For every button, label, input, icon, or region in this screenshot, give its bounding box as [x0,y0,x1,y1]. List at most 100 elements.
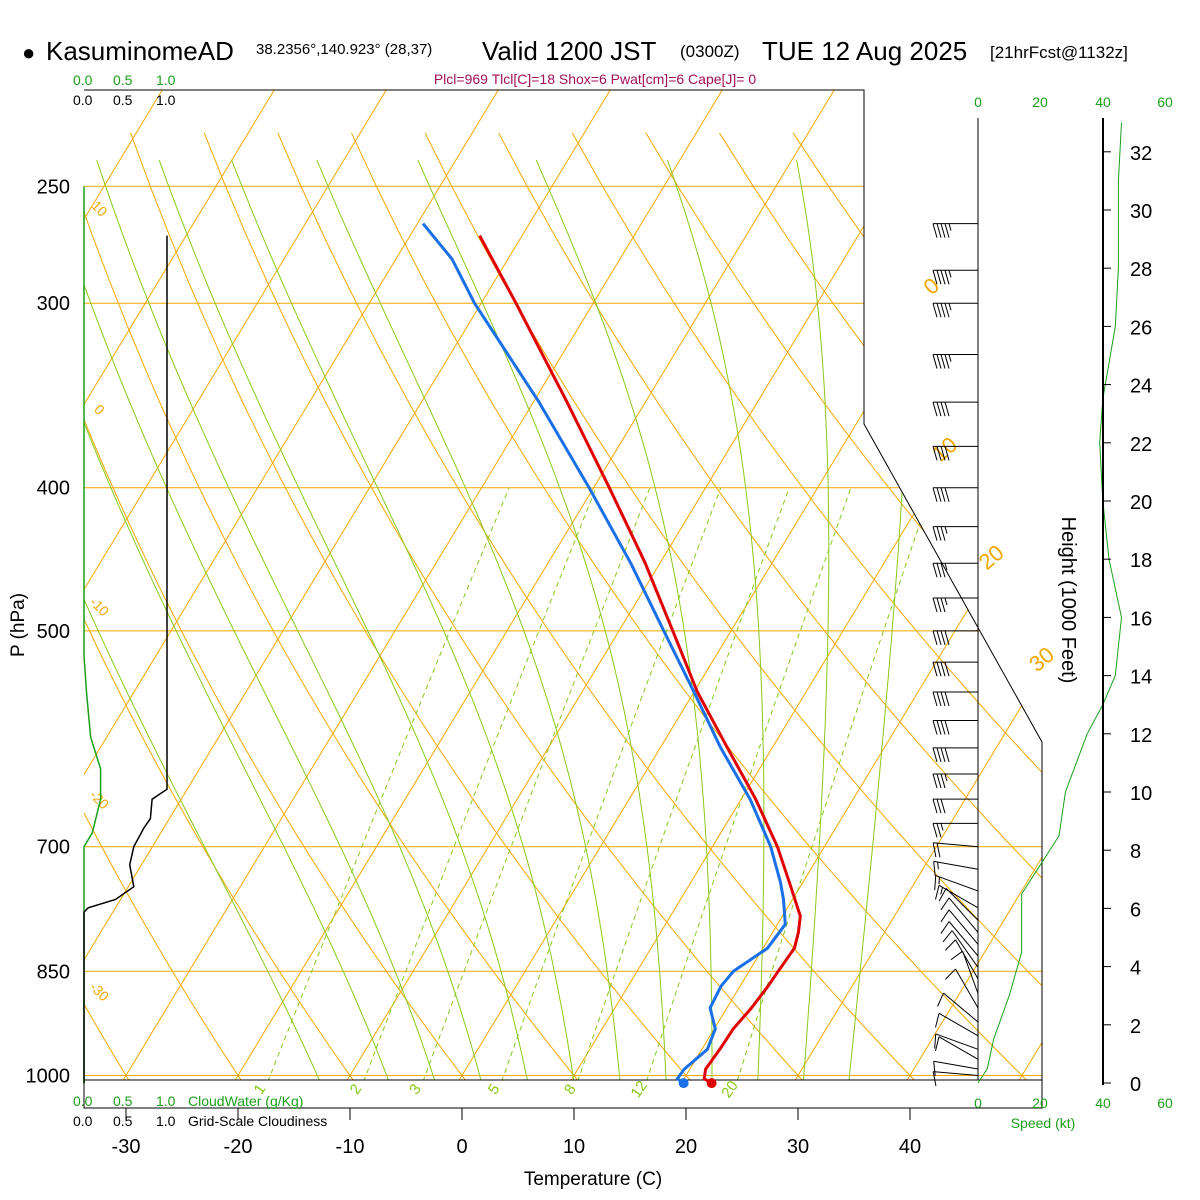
wind-barb-staff [938,884,979,909]
height-tick-label: 26 [1130,317,1152,339]
wind-barb-flag [934,875,937,891]
pressure-tick-label: 300 [37,293,70,315]
wind-barb-flag [932,303,938,318]
dry-adiabat [645,132,1042,1080]
speed-top-tick-0: 0 [974,94,982,110]
height-tick-label: 0 [1130,1074,1141,1096]
wind-barb-half [940,887,943,895]
dry-adiabat [84,132,146,1080]
cw-top-tick-2: 1.0 [156,72,176,88]
wind-barb-flag [944,487,950,502]
wind-barb-flag [940,487,946,502]
wind-barb-flag [932,773,938,789]
wind-barb-staff [948,909,979,945]
wind-barb-flag [932,747,938,762]
wind-barb-flag [940,526,946,541]
wind-barb [950,950,979,994]
isotherm [84,90,405,1080]
isotherm-label: 10 [927,432,962,467]
wind-barb-flag [932,354,938,369]
wind-barb [935,1036,979,1060]
sounding-profiles [421,222,802,1089]
isotherm [84,90,181,1080]
stability-indices: Plcl=969 Tlcl[C]=18 Shox=6 Pwat[cm]=6 Ca… [434,71,757,87]
isotherm-label: 0 [918,273,943,300]
mixing-ratio-label: 3 [406,1081,425,1098]
wind-barb-flag [934,1033,937,1049]
wind-barb-half [938,876,940,885]
wind-barb-flag [936,303,942,318]
wind-barb-flag [932,630,938,646]
wind-barb [932,747,978,762]
mixing-ratio-line [353,487,597,1080]
height-tick-label: 16 [1130,608,1152,630]
pressure-tick-label: 500 [37,621,70,643]
temperature-tick-label: -30 [112,1136,141,1158]
wind-barb [938,888,979,921]
wind-barb-flag [944,446,950,461]
mixing-ratio-line [257,487,510,1080]
dry-adiabat [84,132,487,1080]
mixing-ratio-line [728,487,933,1080]
wind-barb-flag [940,921,950,934]
wind-barb-staff [935,1033,979,1050]
wind-barb-flag [936,270,942,285]
moist-adiabat [96,159,489,1080]
wind-barb-staff [951,930,979,968]
wind-barb-flag [933,1061,936,1076]
height-tick-label: 28 [1130,259,1152,281]
wind-barb-flag [950,950,963,961]
wind-barb [932,798,978,814]
wind-barb-flag [932,401,938,417]
dry-adiabat [498,132,1042,1080]
wind-barb [932,562,978,578]
isotherm [210,90,853,1080]
wind-barb-half [944,526,948,534]
wind-barb-flag [944,691,950,707]
pressure-tick-label: 400 [37,478,70,500]
wind-barb-flag [942,930,953,943]
cw-top-tick-0: 0.0 [73,72,93,88]
cw-bottom-tick-0: 0.0 [73,1093,93,1109]
height-tick-label: 10 [1130,783,1152,805]
isotherm [1107,60,1200,1120]
speed-bottom-tick-2: 40 [1095,1095,1111,1111]
wind-barb-flag [945,968,956,980]
wind-barb-flag [944,303,950,318]
valid-time: Valid 1200 JST [482,36,657,66]
dry-adiabat [84,132,600,1080]
cw-bottom-tick-2: 1.0 [156,1093,176,1109]
wind-barb-staff [962,951,979,994]
dry-adiabat-label: 0 [91,401,108,418]
wind-barb [940,921,979,957]
wind-barb-staff [933,1071,979,1076]
wind-barb-flag [940,897,950,911]
dry-adiabat [203,132,828,1080]
wind-barb-flag [936,799,942,814]
height-tick-label: 12 [1130,725,1152,747]
wind-barb [940,897,979,933]
temperature-tick-label: -10 [336,1136,365,1158]
wind-barb [932,487,978,502]
wind-barb-flag [938,888,947,902]
height-tick-label: 24 [1130,376,1152,398]
height-tick-label: 8 [1130,841,1141,863]
wind-speed-profile [977,122,1123,1084]
mixing-ratio-line [492,487,722,1080]
wind-barb-half [944,597,948,606]
height-tick-label: 14 [1130,667,1152,689]
wind-barb-flag [936,563,942,578]
speed-top-tick-3: 60 [1157,94,1173,110]
surface-temperature-dot [706,1078,717,1089]
mixing-ratio-label: 2 [347,1081,366,1098]
speed-top-tick-1: 20 [1032,94,1048,110]
wind-barb-flag [940,563,946,578]
height-tick-label: 6 [1130,899,1141,921]
wind-barb-half [944,563,948,571]
plot-outline [84,89,1043,1080]
valid-date: TUE 12 Aug 2025 [762,36,967,66]
dry-adiabat-label: -10 [87,594,113,620]
isotherm [84,90,629,1080]
wind-barb-flag [944,354,950,369]
